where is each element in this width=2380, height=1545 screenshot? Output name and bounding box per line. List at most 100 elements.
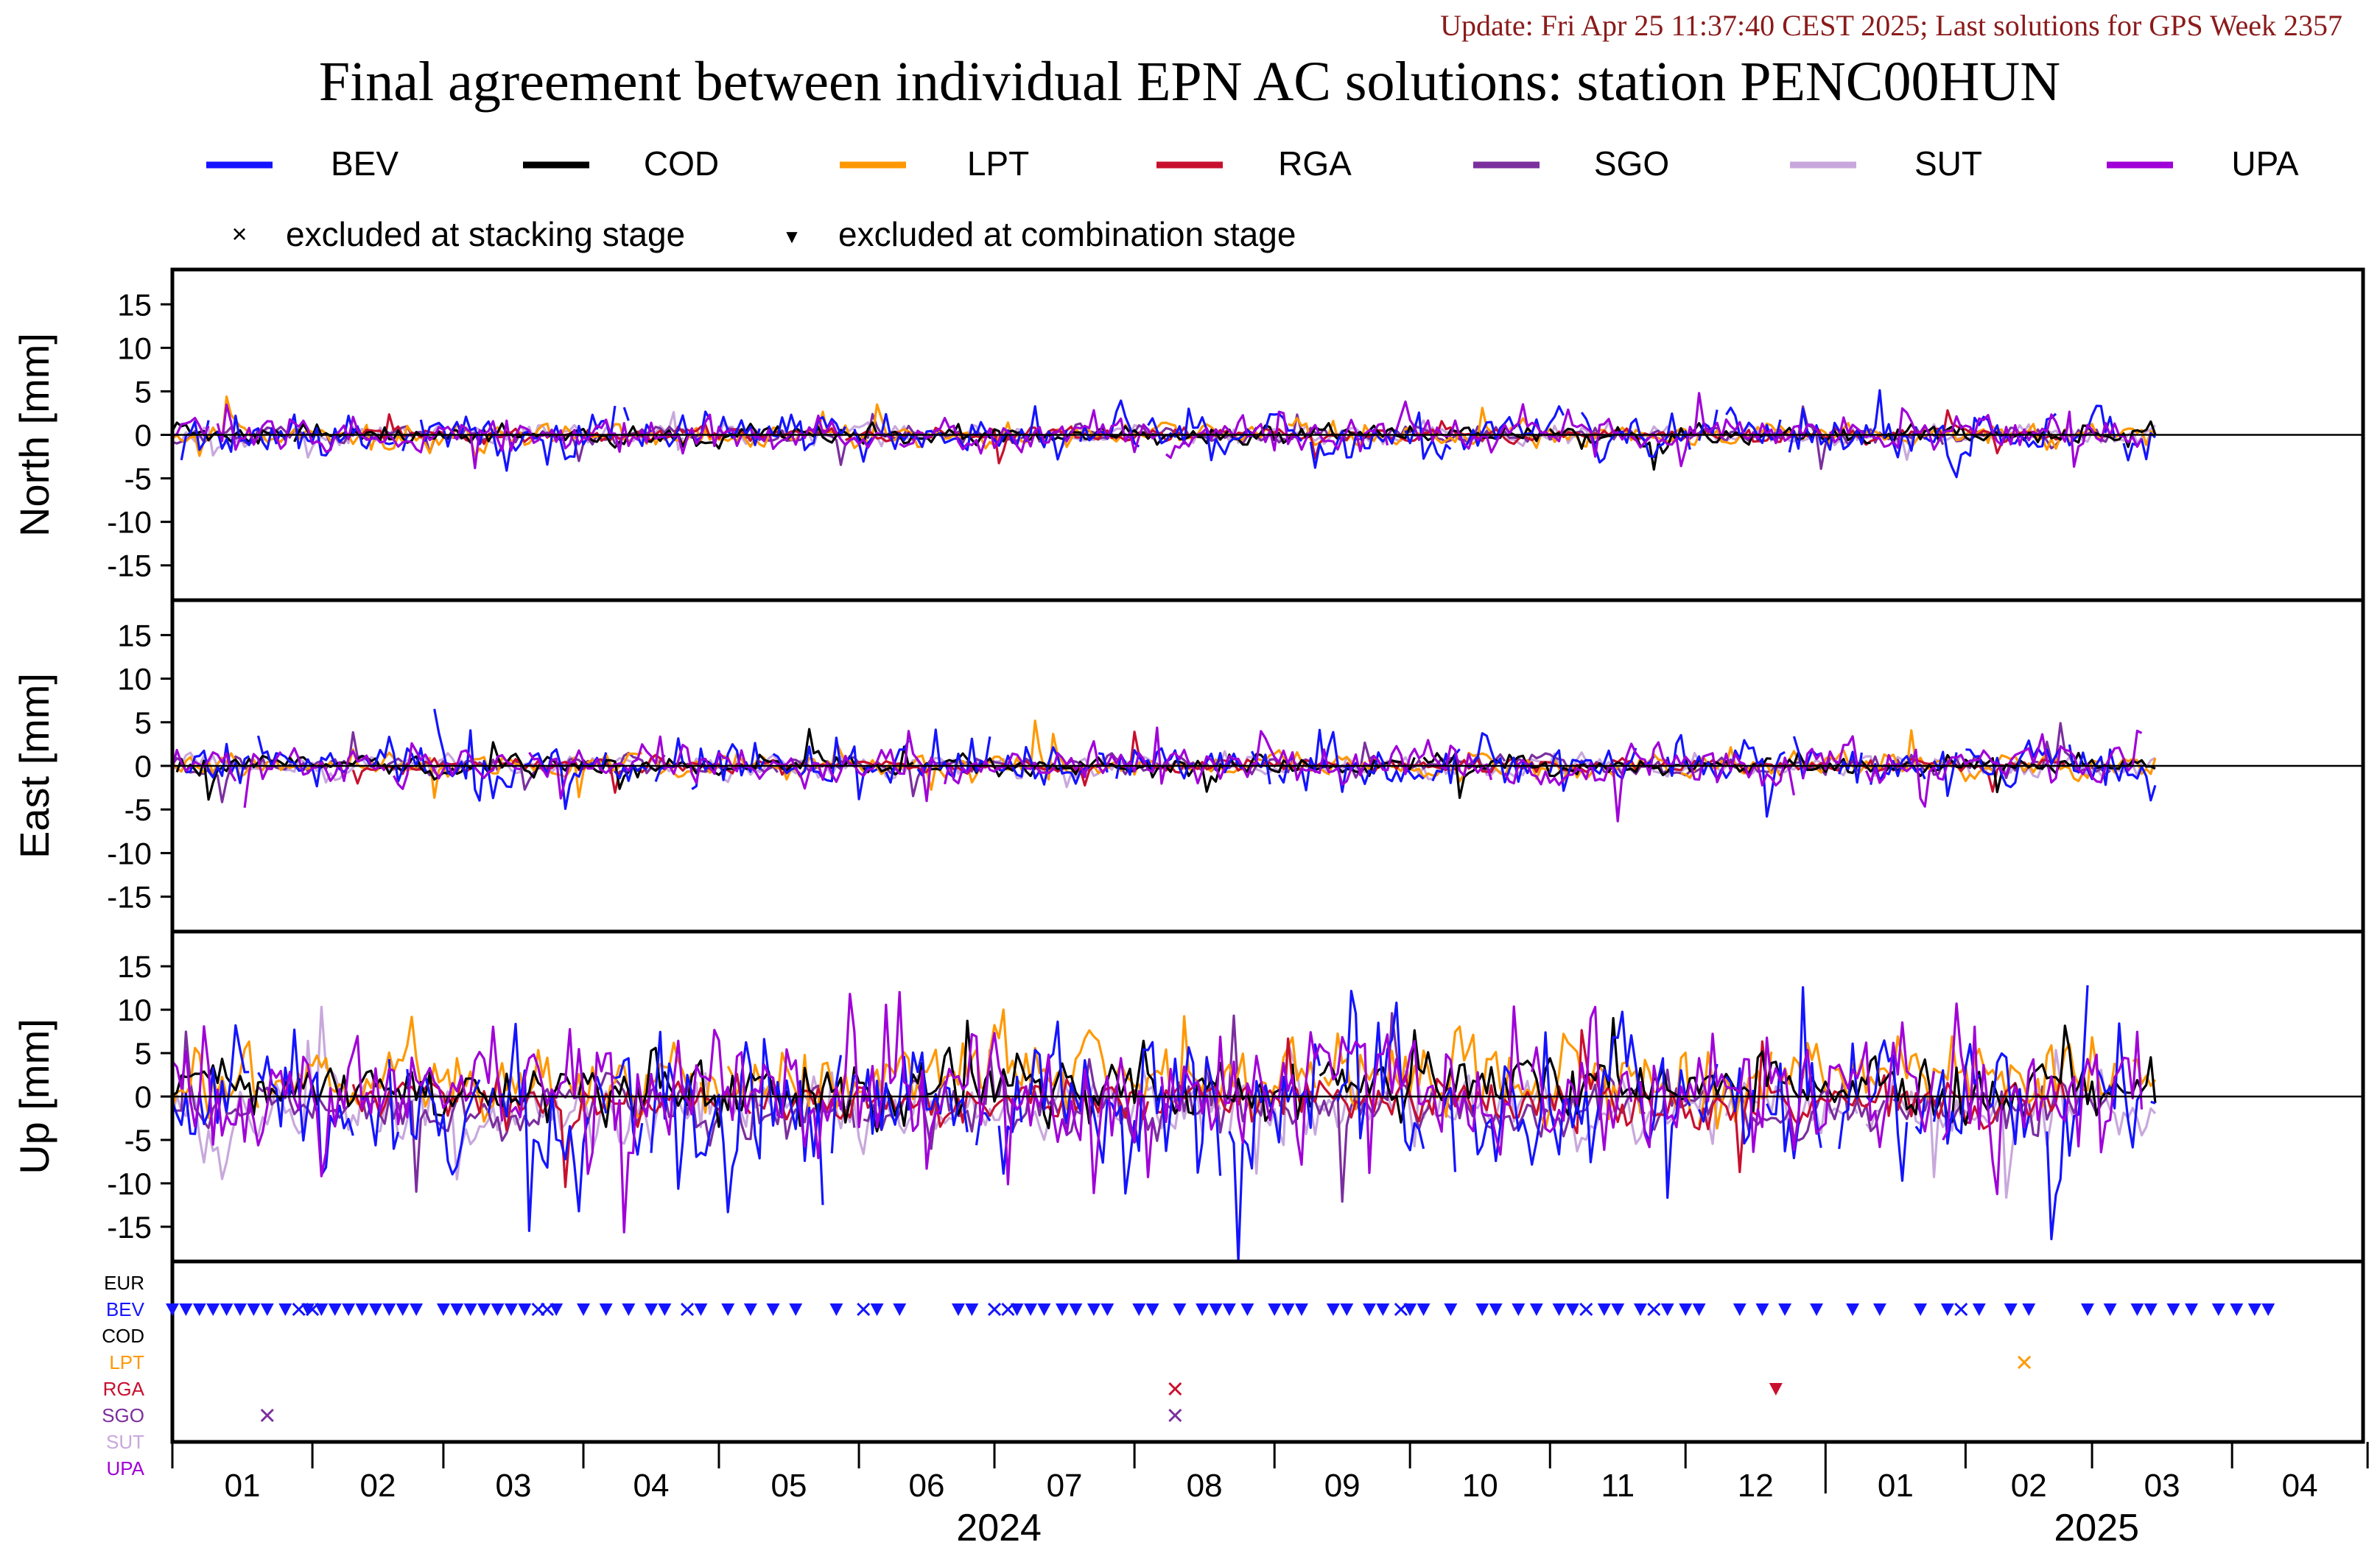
combination-exclusion-marker [247,1303,261,1316]
combination-exclusion-marker [577,1303,591,1316]
legend-label: LPT [967,144,1029,183]
combination-exclusion-marker [477,1303,491,1316]
combination-exclusion-marker [1565,1303,1579,1316]
combination-exclusion-marker [1340,1303,1354,1316]
y-tick-label: -15 [107,549,152,583]
month-label: 01 [225,1468,261,1504]
combination-exclusion-marker [743,1303,757,1316]
exclusion-row-label: UPA [106,1457,144,1479]
combination-exclusion-marker [315,1303,329,1316]
year-label: 2025 [2054,1507,2139,1545]
combination-exclusion-marker [206,1303,220,1316]
combination-exclusion-marker [1475,1303,1489,1316]
stacking-exclusion-marker [1647,1302,1661,1317]
combination-exclusion-marker [965,1303,979,1316]
y-tick-label: 15 [117,949,152,984]
combination-exclusion-marker [2144,1303,2158,1316]
combination-exclusion-marker [2261,1303,2275,1316]
chart-title: Final agreement between individual EPN A… [319,51,2060,113]
y-tick-label: 15 [117,287,152,322]
combination-exclusion-marker [2211,1303,2225,1316]
series-line-bev [172,985,2156,1261]
combination-exclusion-marker [491,1303,505,1316]
combination-exclusion-marker [829,1303,843,1316]
panel-up: 15 10 5 0 -5 -10 -15 Up [mm] [11,929,2365,1264]
combination-exclusion-marker [658,1303,672,1316]
y-tick-label: 5 [135,705,152,740]
combination-exclusion-marker [1326,1303,1340,1316]
legend-item-bev: BEV [206,144,399,183]
series-group [172,985,2157,1261]
legend-item-sgo: SGO [1473,144,1669,183]
combination-exclusion-marker [1489,1303,1503,1316]
combination-exclusion-marker [622,1303,636,1316]
combination-exclusion-marker [789,1303,803,1316]
combination-exclusion-marker [1101,1303,1114,1316]
combination-exclusion-marker [355,1303,369,1316]
legend-stacking-marker: × excluded at stacking stage [231,215,685,253]
exclusion-row-label: BEV [106,1298,145,1320]
combination-exclusion-marker [2080,1303,2094,1316]
combination-exclusion-marker [1417,1303,1431,1316]
combination-exclusion-marker [1597,1303,1611,1316]
combination-exclusion-marker [694,1303,708,1316]
exclusion-row-label: EUR [104,1272,144,1294]
legend-combination-marker: ▼ excluded at combination stage [782,215,1296,253]
combination-exclusion-marker [1403,1303,1417,1316]
stacking-exclusion-marker [540,1302,555,1317]
combination-exclusion-marker [1846,1303,1860,1316]
combination-exclusion-marker [179,1303,193,1316]
y-tick-label: 10 [117,331,152,365]
combination-exclusion-marker [450,1303,464,1316]
legend-marker-label: excluded at combination stage [838,215,1296,253]
panel-east: 15 10 5 0 -5 -10 -15 East [mm] [11,598,2365,934]
y-tick-label: -15 [107,880,152,915]
combination-exclusion-marker [599,1303,613,1316]
legend-marker-symbol: × [231,219,247,249]
month-label: 05 [771,1468,807,1504]
combination-exclusion-marker [1972,1303,1986,1316]
combination-exclusion-marker [893,1303,907,1316]
marker-legend: × excluded at stacking stage ▼ excluded at … [231,215,1296,253]
stacking-exclusion-marker [987,1302,1002,1317]
combination-exclusion-marker [1087,1303,1101,1316]
y-tick-label: 10 [117,993,152,1027]
combination-exclusion-marker [233,1303,247,1316]
y-axis-label: Up [mm] [11,1018,57,1175]
stacking-exclusion-marker [1954,1302,1968,1317]
stacking-exclusion-marker [260,1408,274,1423]
legend-label: COD [644,144,719,183]
exclusion-row-label: LPT [109,1351,144,1373]
month-label: 04 [2282,1468,2318,1504]
combination-exclusion-marker [2230,1303,2244,1316]
month-label: 11 [1601,1468,1635,1504]
combination-exclusion-marker [1173,1303,1187,1316]
combination-exclusion-marker [1196,1303,1210,1316]
legend-item-rga: RGA [1156,144,1352,183]
legend-item-sut: SUT [1790,144,1982,183]
y-tick-label: -5 [124,462,152,496]
legend-item-lpt: LPT [840,144,1029,183]
combination-exclusion-marker [1633,1303,1647,1316]
month-label: 07 [1047,1468,1083,1504]
exclusion-row-label: RGA [103,1378,145,1400]
month-label: 02 [360,1468,396,1504]
series-line-upa [172,990,2144,1233]
combination-exclusion-marker [1222,1303,1236,1316]
combination-exclusion-marker [1679,1303,1693,1316]
legend-label: SGO [1594,144,1669,183]
series-line-upa [172,392,2143,470]
legend-item-cod: COD [523,144,719,183]
panels: 15 10 5 0 -5 -10 -15 North [mm] 15 10 5 0 -5 -10 -15 Ea… [11,267,2365,1264]
combination-exclusion-marker [260,1303,274,1316]
combination-exclusion-marker [382,1303,396,1316]
combination-exclusion-marker [2022,1303,2036,1316]
stacking-exclusion-marker [2018,1355,2032,1370]
month-label: 03 [495,1468,531,1504]
combination-exclusion-marker [1132,1303,1146,1316]
combination-exclusion-marker [1376,1303,1390,1316]
combination-exclusion-marker [2166,1303,2180,1316]
combination-exclusion-marker [951,1303,965,1316]
legend-marker-label: excluded at stacking stage [286,215,685,253]
